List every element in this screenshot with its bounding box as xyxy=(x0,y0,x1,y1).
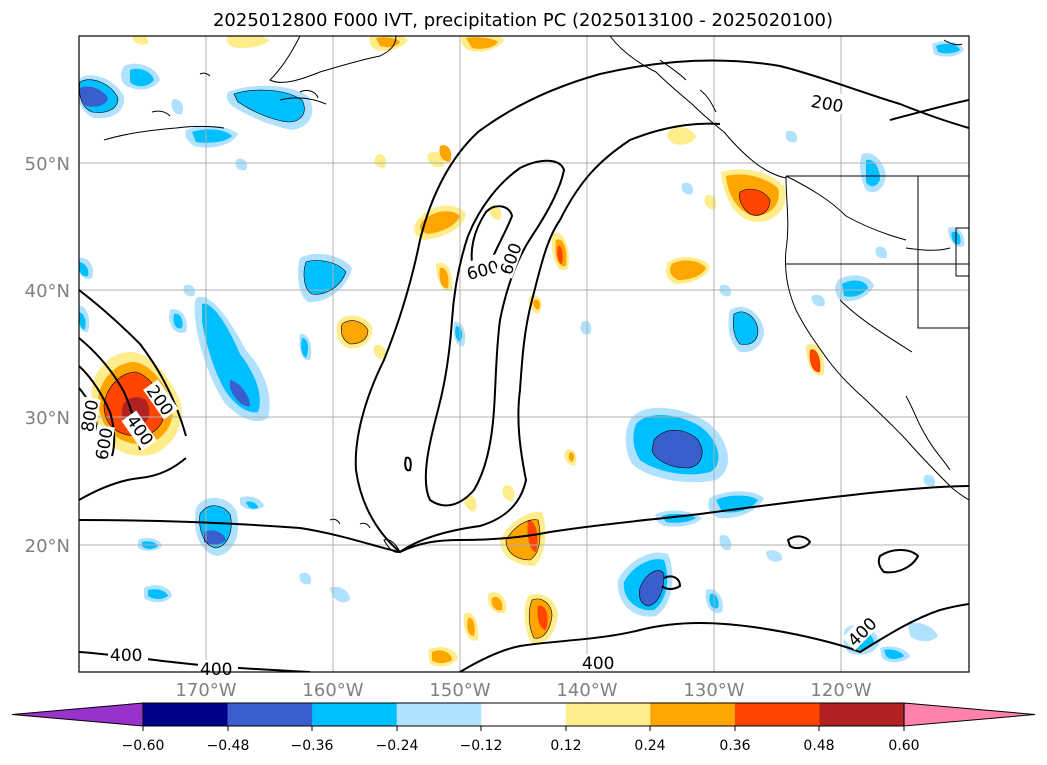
colorbar-tick-label: −0.12 xyxy=(460,738,503,754)
lon-label-150w: 150°W xyxy=(429,680,490,701)
contour-label: 400 xyxy=(200,660,232,680)
colorbar-segment xyxy=(565,703,651,726)
gridlines xyxy=(79,36,969,672)
lon-label-160w: 160°W xyxy=(302,680,363,701)
colorbar-tick-label: 0.48 xyxy=(803,738,834,754)
colorbar-segment xyxy=(312,703,398,726)
lon-label-130w: 130°W xyxy=(683,680,744,701)
map-panel: 200 200 400 400 400 400 400 600 600 600 … xyxy=(25,35,970,701)
colorbar-tick-label: −0.36 xyxy=(291,738,334,754)
colorbar-tick-label: −0.48 xyxy=(207,738,250,754)
figure-title: 2025012800 F000 IVT, precipitation PC (2… xyxy=(213,10,833,31)
contour-label: 400 xyxy=(582,654,614,674)
colorbar-tick-label: 0.12 xyxy=(550,738,581,754)
map-frame xyxy=(78,35,970,673)
longitude-labels: 170°W 160°W 150°W 140°W 130°W 120°W xyxy=(175,680,871,701)
colorbar-segment xyxy=(819,703,905,726)
negative-anomaly-area xyxy=(79,41,965,663)
ivt-contour-labels: 200 200 400 400 400 400 400 600 600 600 … xyxy=(76,92,881,680)
colorbar-tick-label: 0.24 xyxy=(634,738,665,754)
coastlines xyxy=(103,36,969,553)
lat-label-40n: 40°N xyxy=(25,281,70,302)
precip-shading xyxy=(79,36,965,667)
lat-label-20n: 20°N xyxy=(25,536,70,557)
lon-label-120w: 120°W xyxy=(810,680,871,701)
colorbar-tick-label: −0.60 xyxy=(122,738,165,754)
lat-label-30n: 30°N xyxy=(25,408,70,429)
lat-label-50n: 50°N xyxy=(25,154,70,175)
colorbar-segment xyxy=(396,703,482,726)
colorbar-segment xyxy=(143,703,229,726)
colorbar-frame xyxy=(142,702,905,727)
colorbar-segment xyxy=(227,703,313,726)
lon-label-140w: 140°W xyxy=(556,680,617,701)
colorbar-extend-max xyxy=(903,702,1036,727)
colorbar: −0.60 −0.48 −0.36 −0.24 −0.12 0.12 0.24 … xyxy=(11,702,1036,754)
colorbar-segments xyxy=(11,702,1036,727)
lon-label-170w: 170°W xyxy=(175,680,236,701)
latitude-labels: 50°N 40°N 30°N 20°N xyxy=(25,154,70,557)
colorbar-segment xyxy=(734,703,820,726)
colorbar-ticks xyxy=(142,726,905,731)
colorbar-extend-min xyxy=(11,702,144,727)
colorbar-tick-label: 0.60 xyxy=(888,738,919,754)
colorbar-segment xyxy=(650,703,736,726)
colorbar-tick-label: −0.24 xyxy=(376,738,419,754)
colorbar-segment xyxy=(481,703,567,726)
colorbar-tick-labels: −0.60 −0.48 −0.36 −0.24 −0.12 0.12 0.24 … xyxy=(122,738,920,754)
colorbar-tick-label: 0.36 xyxy=(719,738,750,754)
contour-label: 400 xyxy=(110,646,142,666)
